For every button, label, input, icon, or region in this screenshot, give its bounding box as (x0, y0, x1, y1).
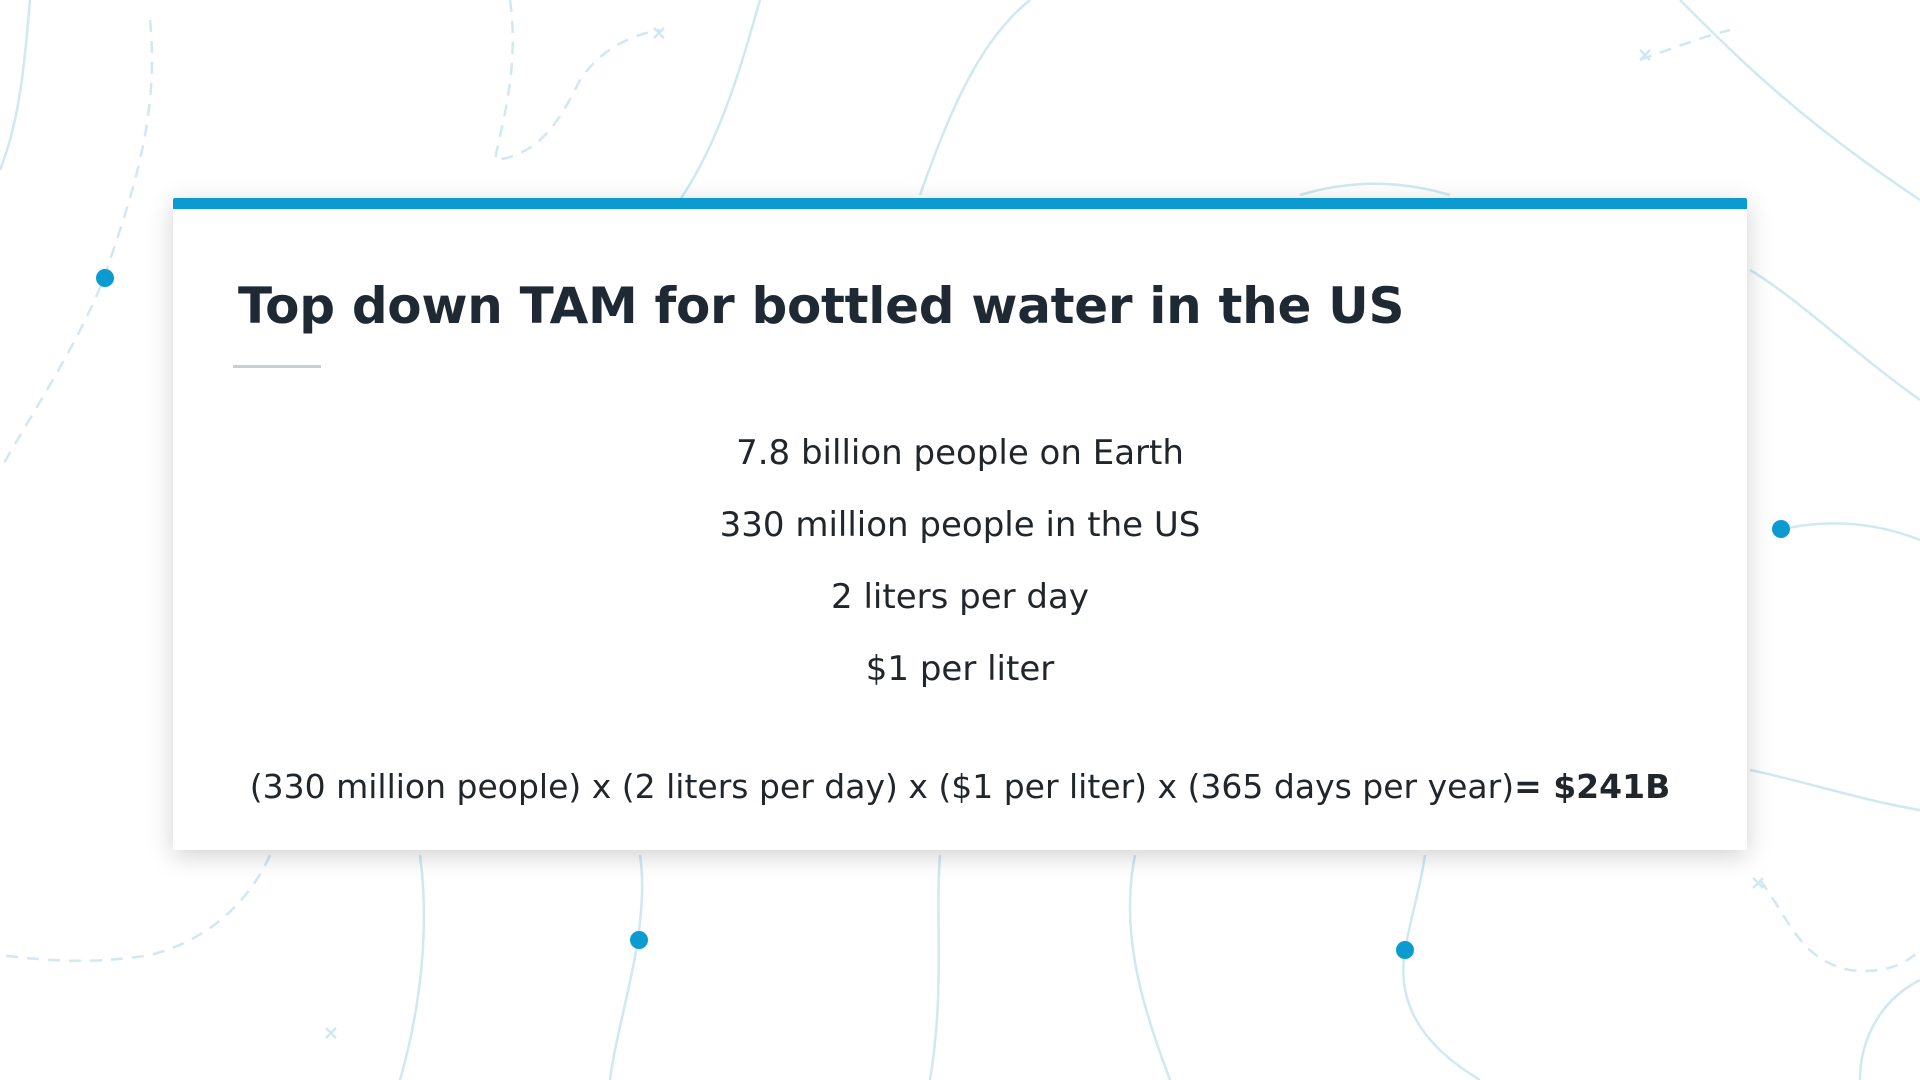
background-line (918, 0, 1031, 196)
background-line (1779, 522, 1920, 542)
fact-item: 7.8 billion people on Earth (736, 433, 1184, 473)
background-line (0, 854, 272, 962)
fact-item: 330 million people in the US (719, 505, 1201, 545)
background-line (398, 854, 426, 1080)
cross-mark (325, 1027, 337, 1039)
background-line (1758, 879, 1920, 973)
facts-list: 7.8 billion people on Earth 330 million … (173, 417, 1747, 705)
background-line (608, 854, 644, 1080)
dot-marker (96, 269, 114, 287)
background-line (1749, 268, 1920, 402)
background-line (1679, 0, 1920, 202)
background-line (928, 854, 942, 1080)
dot-marker (1396, 941, 1414, 959)
content-card: Top down TAM for bottled water in the US… (173, 198, 1747, 850)
fact-item: 2 liters per day (831, 577, 1089, 617)
background-line (1128, 854, 1172, 1080)
background-line (1639, 28, 1731, 62)
background-line (0, 19, 154, 471)
background-line (493, 0, 661, 162)
formula-result: = $241B (1514, 767, 1671, 806)
background-line (1402, 854, 1481, 1080)
background-line (0, 0, 32, 171)
dot-marker (1772, 520, 1790, 538)
cross-mark (1639, 49, 1651, 61)
dot-marker (630, 931, 648, 949)
tam-formula: (330 million people) x (2 liters per day… (173, 767, 1747, 806)
fact-item: $1 per liter (865, 649, 1055, 689)
title-divider (233, 365, 321, 368)
cross-mark (1752, 877, 1764, 889)
slide-title: Top down TAM for bottled water in the US (238, 277, 1405, 335)
background-line (678, 0, 762, 201)
cross-mark (653, 27, 665, 39)
formula-expression: (330 million people) x (2 liters per day… (249, 767, 1515, 806)
background-line (1299, 182, 1451, 197)
background-line (1858, 978, 1920, 1080)
background-line (1749, 768, 1920, 812)
